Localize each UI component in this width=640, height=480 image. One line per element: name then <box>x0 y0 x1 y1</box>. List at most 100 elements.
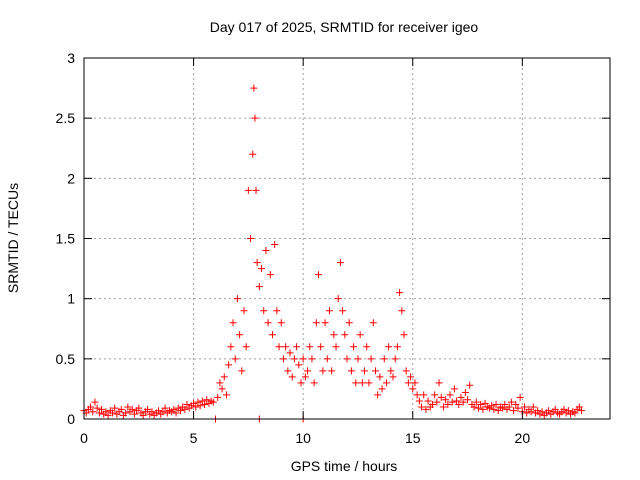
data-point <box>481 399 489 407</box>
data-point <box>244 186 252 194</box>
data-point <box>98 405 106 413</box>
y-axis-title: SRMTID / TECUs <box>5 183 21 293</box>
data-point <box>290 355 298 363</box>
data-point <box>529 403 537 411</box>
data-point <box>260 307 268 315</box>
data-point <box>111 404 119 412</box>
data-point <box>233 295 241 303</box>
data-point <box>376 373 384 381</box>
data-point <box>507 398 515 406</box>
data-point <box>198 397 206 405</box>
data-point <box>236 331 244 339</box>
data-point <box>382 379 390 387</box>
data-point <box>266 271 274 279</box>
grid-lines <box>84 58 610 419</box>
data-point <box>448 398 456 406</box>
data-point <box>319 367 327 375</box>
data-point <box>250 84 258 92</box>
data-point <box>477 401 485 409</box>
data-point <box>516 393 524 401</box>
data-point <box>304 367 312 375</box>
data-point <box>466 381 474 389</box>
data-point <box>264 319 272 327</box>
data-point <box>578 407 586 415</box>
data-points <box>80 84 586 423</box>
data-point <box>413 391 421 399</box>
data-point <box>194 398 202 406</box>
data-point <box>155 407 163 415</box>
data-point <box>439 403 447 411</box>
x-tick-labels: 0 5 10 15 20 <box>80 430 530 446</box>
data-point <box>117 405 125 413</box>
data-point <box>328 367 336 375</box>
data-point <box>286 349 294 357</box>
x-axis-title: GPS time / hours <box>291 458 398 474</box>
data-point <box>402 367 410 375</box>
data-point <box>231 355 239 363</box>
data-point <box>275 343 283 351</box>
data-point <box>464 396 472 404</box>
data-point <box>315 271 323 279</box>
data-point <box>415 397 423 405</box>
data-point <box>545 407 553 415</box>
data-point <box>510 407 518 415</box>
data-point <box>365 379 373 387</box>
data-point <box>339 307 347 315</box>
data-point <box>330 331 338 339</box>
data-point <box>393 343 401 351</box>
data-point <box>387 367 395 375</box>
data-point <box>343 355 351 363</box>
data-point <box>499 404 507 412</box>
x-tick-label: 0 <box>80 430 88 446</box>
data-point <box>332 343 340 351</box>
data-point <box>341 331 349 339</box>
data-point <box>295 361 303 369</box>
plot-frame <box>83 57 611 420</box>
data-point <box>352 379 360 387</box>
data-point <box>345 319 353 327</box>
data-point <box>297 379 305 387</box>
data-point <box>527 408 535 416</box>
data-point <box>104 411 112 419</box>
data-point <box>453 397 461 405</box>
data-point <box>378 385 386 393</box>
data-point <box>176 407 184 415</box>
data-point <box>299 355 307 363</box>
data-point <box>159 408 167 416</box>
data-point <box>433 398 441 406</box>
data-point <box>183 401 191 409</box>
data-point <box>400 331 408 339</box>
data-point <box>130 410 138 418</box>
data-point <box>428 401 436 409</box>
data-point <box>505 403 513 411</box>
y-tick-labels: 0 0.5 1 1.5 2 2.5 3 <box>56 50 76 427</box>
data-point <box>411 379 419 387</box>
data-point <box>461 389 469 397</box>
data-point <box>472 398 480 406</box>
data-point <box>455 401 463 409</box>
data-point <box>271 241 279 249</box>
data-point <box>371 367 379 375</box>
data-point <box>227 343 235 351</box>
data-point <box>229 319 237 327</box>
data-point <box>446 391 454 399</box>
data-point <box>247 235 255 242</box>
data-point <box>139 411 147 419</box>
y-tick-label: 1.5 <box>56 231 76 247</box>
data-point <box>422 405 430 413</box>
data-point <box>457 393 465 401</box>
data-point <box>420 391 428 399</box>
data-point <box>325 307 333 315</box>
data-point <box>209 398 217 406</box>
data-point <box>391 355 399 363</box>
data-point <box>124 403 132 411</box>
data-point <box>251 114 259 122</box>
data-point <box>492 401 500 409</box>
data-point <box>203 396 211 404</box>
data-point <box>350 343 358 351</box>
y-tick-label: 0.5 <box>56 351 76 367</box>
data-point <box>288 373 296 381</box>
data-point <box>279 355 287 363</box>
data-point <box>358 379 366 387</box>
data-point <box>277 319 285 327</box>
